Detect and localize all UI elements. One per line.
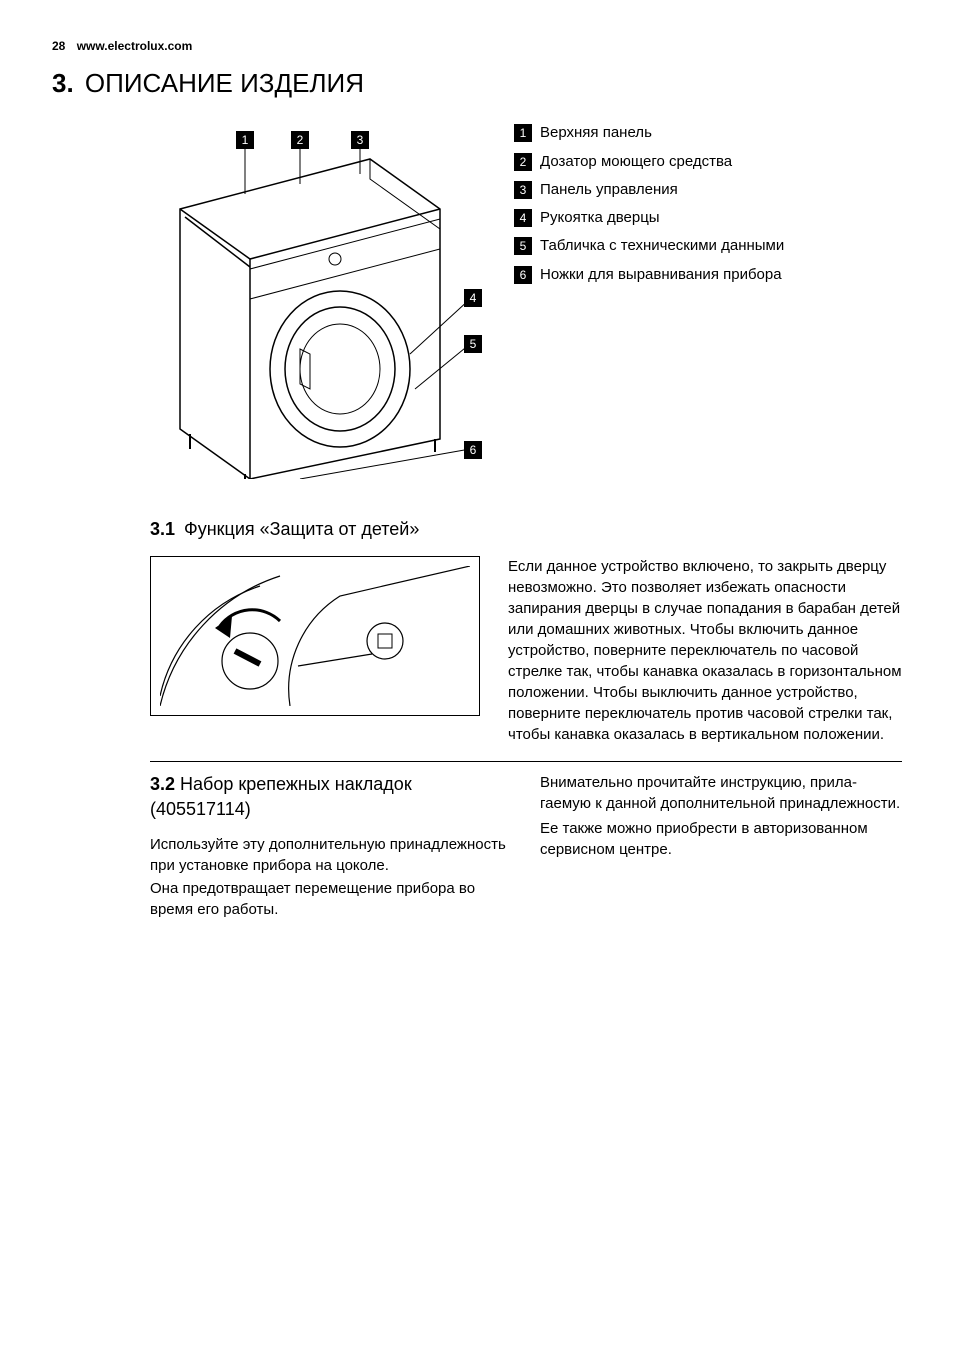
legend-num: 4 bbox=[514, 209, 532, 227]
legend-num: 2 bbox=[514, 153, 532, 171]
sub32-right-p2: Ее также можно приобрести в авторизован­… bbox=[540, 818, 902, 860]
section-title: 3. ОПИСАНИЕ ИЗДЕЛИЯ bbox=[52, 66, 902, 101]
sub32-right-p1: Внимательно прочитайте инструкцию, прила… bbox=[540, 772, 902, 814]
legend-label: Рукоятка дверцы bbox=[540, 208, 660, 228]
legend-num: 5 bbox=[514, 237, 532, 255]
legend-label: Дозатор моющего средства bbox=[540, 152, 732, 172]
legend-item: 5 Табличка с техническими данными bbox=[514, 236, 902, 256]
sub31-body: Если данное устройство включено, то закр… bbox=[508, 556, 902, 745]
callout-3: 3 bbox=[351, 131, 369, 149]
product-diagram: 1 2 3 4 5 6 bbox=[150, 119, 490, 479]
subsection-number: 3.1 bbox=[150, 519, 175, 539]
legend-num: 3 bbox=[514, 181, 532, 199]
legend-num: 1 bbox=[514, 124, 532, 142]
subsection-title: Набор крепежных накладок (405517114) bbox=[150, 774, 412, 819]
legend: 1 Верхняя панель 2 Дозатор моющего средств… bbox=[514, 119, 902, 479]
subsection-title: Функция «Защита от детей» bbox=[184, 519, 419, 539]
child-lock-illustration bbox=[150, 556, 480, 716]
legend-item: 4 Рукоятка дверцы bbox=[514, 208, 902, 228]
page-number: 28 bbox=[52, 39, 65, 53]
legend-item: 3 Панель управления bbox=[514, 180, 902, 200]
legend-item: 2 Дозатор моющего средства bbox=[514, 152, 902, 172]
callout-1: 1 bbox=[236, 131, 254, 149]
washing-machine-illustration bbox=[150, 119, 490, 479]
legend-label: Панель управления bbox=[540, 180, 678, 200]
callout-5: 5 bbox=[464, 335, 482, 353]
legend-num: 6 bbox=[514, 266, 532, 284]
site-url: www.electrolux.com bbox=[77, 39, 193, 53]
legend-item: 6 Ножки для выравнивания прибора bbox=[514, 265, 902, 285]
page-header: 28 www.electrolux.com bbox=[52, 38, 902, 54]
legend-item: 1 Верхняя панель bbox=[514, 123, 902, 143]
subsection-number: 3.2 bbox=[150, 774, 175, 794]
subsection-3-1: 3.1 Функция «Защита от детей» bbox=[52, 517, 902, 541]
legend-label: Табличка с техническими данными bbox=[540, 236, 784, 256]
callout-2: 2 bbox=[291, 131, 309, 149]
subsection-3-2: 3.2 Набор крепежных накладок (405517114) bbox=[150, 772, 512, 822]
section-number: 3. bbox=[52, 68, 74, 98]
sub32-left-p1: Используйте эту дополнительную принадлеж… bbox=[150, 834, 512, 876]
divider bbox=[150, 761, 902, 762]
legend-label: Верхняя панель bbox=[540, 123, 652, 143]
legend-label: Ножки для выравнивания прибора bbox=[540, 265, 782, 285]
sub32-left-p2: Она предотвращает перемещение прибора во… bbox=[150, 878, 512, 920]
callout-6: 6 bbox=[464, 441, 482, 459]
callout-4: 4 bbox=[464, 289, 482, 307]
section-title-text: ОПИСАНИЕ ИЗДЕЛИЯ bbox=[85, 68, 364, 98]
